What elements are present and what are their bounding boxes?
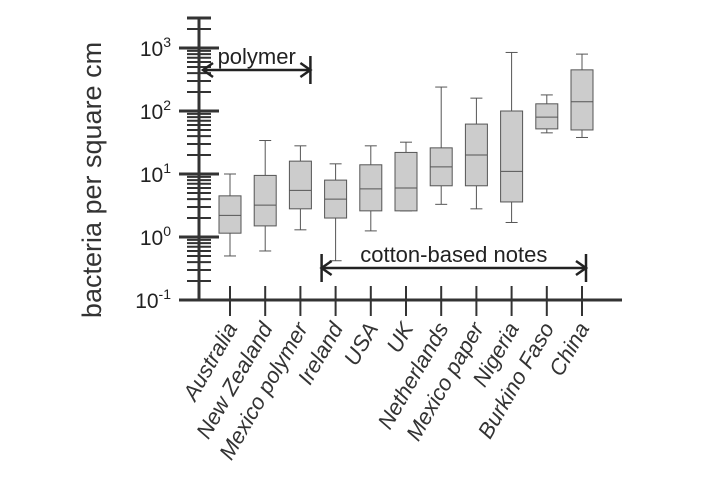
annotation-label: cotton-based notes [360, 242, 547, 267]
y-tick-label: 101 [140, 160, 171, 187]
y-tick-label: 10-1 [135, 286, 171, 313]
boxes-layer [218, 51, 594, 262]
x-tick-label: USA [339, 318, 383, 370]
y-tick-label: 100 [140, 223, 171, 250]
y-tick-label: 103 [140, 34, 171, 61]
box-body [288, 160, 312, 210]
y-tick-label: 102 [140, 97, 171, 124]
box-new-zealand [253, 140, 277, 252]
y-axis-label: bacteria per square cm [77, 42, 107, 318]
box-body [394, 151, 418, 212]
box-burkino-faso [535, 94, 559, 134]
box-body [535, 103, 559, 130]
box-body [253, 174, 277, 227]
annotation-label: polymer [218, 44, 296, 69]
annotations-layer: polymer cotton-based notes [200, 44, 589, 282]
box-body [359, 164, 383, 212]
box-body [218, 195, 242, 234]
box-netherlands [429, 86, 453, 205]
box-body [500, 110, 524, 203]
box-china [570, 53, 594, 138]
annotation-bracket: cotton-based notes [319, 242, 589, 282]
box-nigeria [500, 51, 524, 223]
box-usa [359, 145, 383, 232]
arrowhead-right [575, 259, 589, 277]
box-body [570, 69, 594, 131]
box-ireland [324, 163, 348, 262]
axes-layer [179, 16, 622, 316]
box-australia [218, 173, 242, 257]
box-uk [394, 141, 418, 212]
arrowhead-right [299, 61, 313, 79]
arrowhead-left [319, 259, 333, 277]
arrowhead-left [200, 61, 214, 79]
box-mexico-polymer [288, 145, 312, 231]
box-mexico-paper [464, 97, 488, 210]
annotation-bracket: polymer [200, 44, 313, 84]
